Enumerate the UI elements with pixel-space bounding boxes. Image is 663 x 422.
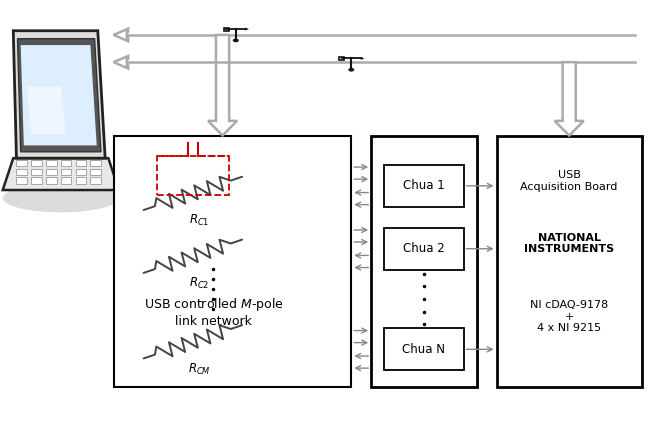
Bar <box>61 168 72 175</box>
Bar <box>76 160 86 166</box>
Circle shape <box>348 68 354 72</box>
Bar <box>76 168 86 175</box>
Bar <box>113 135 351 387</box>
Text: Chua N: Chua N <box>402 343 446 356</box>
Text: NI cDAQ-9178
+
4 x NI 9215: NI cDAQ-9178 + 4 x NI 9215 <box>530 300 609 333</box>
Bar <box>46 168 56 175</box>
Bar <box>371 135 477 387</box>
Bar <box>17 160 27 166</box>
Bar <box>31 177 42 184</box>
Circle shape <box>233 38 239 42</box>
Bar <box>90 177 101 184</box>
Bar <box>76 177 86 184</box>
Polygon shape <box>208 35 237 135</box>
Polygon shape <box>27 87 66 134</box>
Bar <box>90 168 101 175</box>
Bar <box>31 160 42 166</box>
Bar <box>17 177 27 184</box>
Bar <box>156 156 229 195</box>
Bar <box>385 228 463 270</box>
Polygon shape <box>113 56 128 68</box>
Bar <box>61 177 72 184</box>
Bar <box>90 160 101 166</box>
Polygon shape <box>245 27 249 30</box>
Text: $R_{CM}$: $R_{CM}$ <box>188 362 211 376</box>
Bar <box>224 27 229 30</box>
Bar <box>385 165 463 207</box>
Text: Chua 2: Chua 2 <box>403 242 445 255</box>
Polygon shape <box>17 39 101 152</box>
Polygon shape <box>361 57 365 60</box>
Polygon shape <box>13 31 105 158</box>
Bar <box>339 57 344 60</box>
Ellipse shape <box>3 184 119 212</box>
Bar <box>31 168 42 175</box>
Text: $R_{C2}$: $R_{C2}$ <box>189 276 210 291</box>
Bar <box>61 160 72 166</box>
Bar <box>385 328 463 370</box>
Polygon shape <box>555 62 583 135</box>
Text: USB
Acquisition Board: USB Acquisition Board <box>520 170 618 192</box>
Text: Chua 1: Chua 1 <box>403 179 445 192</box>
Text: $R_{C1}$: $R_{C1}$ <box>189 213 210 228</box>
Bar <box>497 135 642 387</box>
Bar <box>46 160 56 166</box>
Text: NATIONAL
INSTRUMENTS: NATIONAL INSTRUMENTS <box>524 233 614 254</box>
Bar <box>17 168 27 175</box>
Bar <box>46 177 56 184</box>
Text: USB controlled $M$-pole
link network: USB controlled $M$-pole link network <box>144 296 283 327</box>
Polygon shape <box>3 158 119 190</box>
Polygon shape <box>113 29 128 41</box>
Polygon shape <box>21 45 97 146</box>
